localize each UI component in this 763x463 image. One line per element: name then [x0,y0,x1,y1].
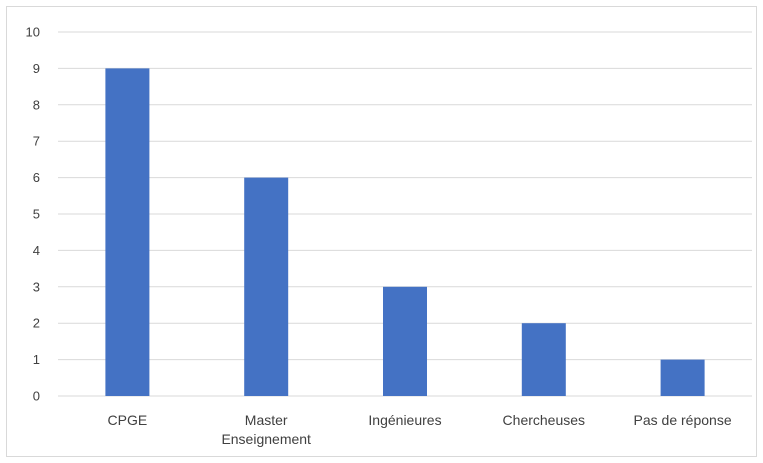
y-tick-label: 5 [33,207,40,222]
x-category-label-line: CPGE [108,412,148,428]
x-category-label-line: Chercheuses [503,412,586,428]
y-tick-label: 0 [33,389,40,404]
x-category-label: Pas de réponse [634,412,732,428]
gridlines [58,31,752,397]
x-category-label-line: Ingénieures [368,412,441,428]
y-tick-label: 1 [33,352,40,367]
y-tick-label: 2 [33,316,40,331]
x-category-label-line: Enseignement [221,431,311,447]
y-tick-label: 8 [33,97,40,112]
bars [105,68,705,397]
y-tick-label: 7 [33,134,40,149]
x-category-label: Master Enseignement [221,412,311,447]
bar [383,286,427,396]
bar [244,177,289,396]
y-tick-label: 6 [33,170,40,185]
x-category-label: CPGE [108,412,148,428]
bar [660,359,705,396]
y-tick-label: 4 [33,243,40,258]
y-tick-label: 3 [33,279,40,294]
y-tick-label: 9 [33,61,40,76]
x-category-label-line: Pas de réponse [634,412,732,428]
bar [105,68,150,397]
x-axis-categories: CPGE Master Enseignement Ingénieures Cherche… [108,412,732,447]
y-tick-label: 10 [26,25,40,40]
bar [521,323,566,396]
y-axis-ticks: 0 1 2 3 4 5 6 7 8 9 10 [26,25,40,404]
x-category-label: Ingénieures [368,412,441,428]
x-category-label: Chercheuses [503,412,586,428]
x-category-label-line: Master [245,412,288,428]
